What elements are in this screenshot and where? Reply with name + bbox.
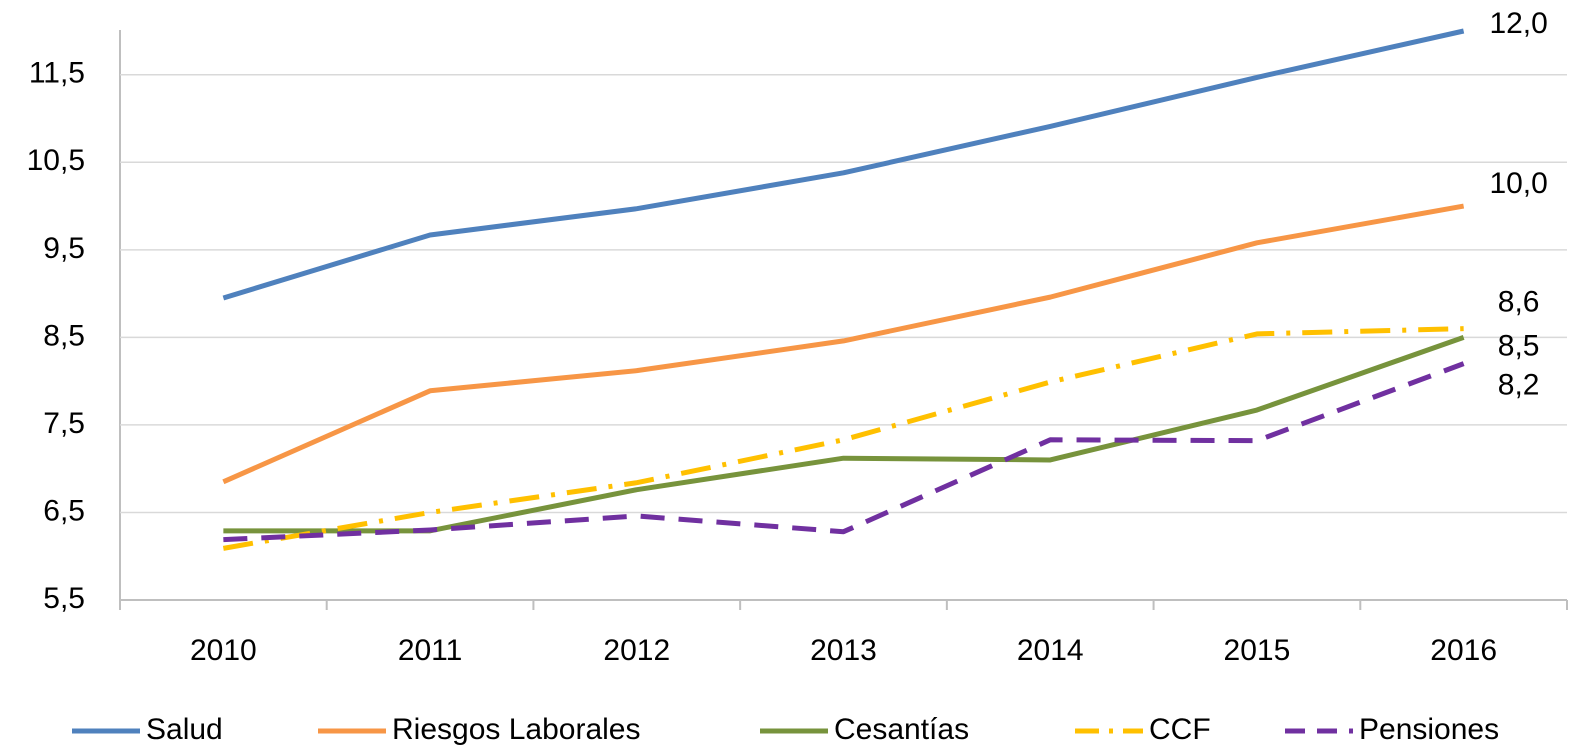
x-tick-label: 2011 <box>398 634 463 667</box>
value-label: 8,2 <box>1498 369 1540 402</box>
value-label: 8,5 <box>1498 329 1540 362</box>
x-tick-label: 2015 <box>1224 634 1291 667</box>
y-tick-label: 9,5 <box>43 232 85 265</box>
y-tick-label: 10,5 <box>27 144 85 177</box>
value-label: 8,6 <box>1498 286 1540 319</box>
x-tick-label: 2016 <box>1430 634 1497 667</box>
x-tick-label: 2012 <box>603 634 670 667</box>
y-tick-label: 7,5 <box>43 407 85 440</box>
value-label: 12,0 <box>1489 7 1547 40</box>
y-tick-label: 8,5 <box>43 319 85 352</box>
x-tick-label: 2013 <box>810 634 877 667</box>
legend-label: Salud <box>146 713 223 746</box>
x-tick-label: 2014 <box>1017 634 1084 667</box>
series-line <box>223 361 1465 543</box>
legend-label: Cesantías <box>834 713 969 746</box>
legend-label: CCF <box>1149 713 1211 746</box>
legend-label: Pensiones <box>1359 713 1499 746</box>
series-line <box>222 326 1464 551</box>
legend-label: Riesgos Laborales <box>392 713 640 746</box>
y-tick-label: 5,5 <box>43 582 85 615</box>
series-line <box>222 203 1465 485</box>
series-line <box>222 28 1465 301</box>
y-tick-label: 6,5 <box>43 494 85 527</box>
value-label: 10,0 <box>1489 167 1547 200</box>
x-tick-label: 2010 <box>190 634 257 667</box>
y-tick-label: 11,5 <box>29 57 85 90</box>
